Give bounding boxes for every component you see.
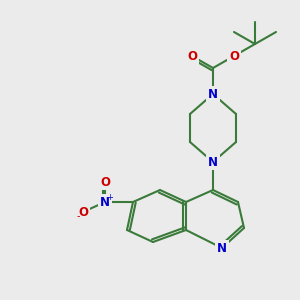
Text: N: N (208, 155, 218, 169)
Text: O: O (229, 50, 239, 62)
Text: +: + (106, 194, 113, 202)
Text: O: O (78, 206, 88, 218)
Text: -: - (76, 211, 80, 221)
Text: N: N (208, 88, 218, 100)
Text: N: N (217, 242, 227, 254)
Text: O: O (187, 50, 197, 62)
Text: N: N (100, 196, 110, 208)
Text: O: O (100, 176, 110, 188)
